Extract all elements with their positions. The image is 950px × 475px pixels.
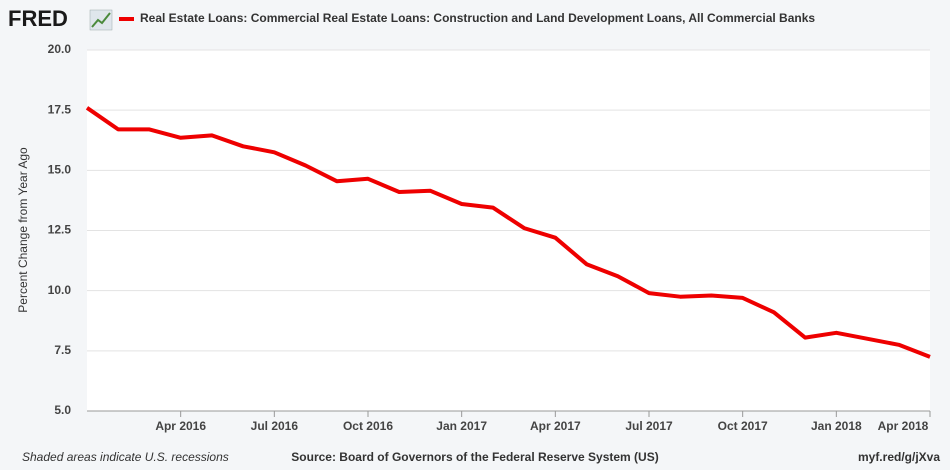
y-tick-label: 5.0 bbox=[54, 403, 71, 417]
y-tick-label: 15.0 bbox=[48, 163, 72, 177]
data-line bbox=[85, 106, 931, 359]
logo-icon bbox=[89, 9, 113, 31]
x-tick-label: Jul 2017 bbox=[625, 419, 673, 433]
y-tick-label: 10.0 bbox=[48, 283, 72, 297]
y-axis-label: Percent Change from Year Ago bbox=[16, 147, 30, 313]
logo: FRED bbox=[8, 6, 68, 31]
y-tick-label: 7.5 bbox=[54, 343, 71, 357]
link: myf.red/g/jXva bbox=[858, 450, 940, 464]
source: Source: Board of Governors of the Federa… bbox=[291, 450, 658, 464]
y-tick-label: 20.0 bbox=[48, 42, 72, 56]
x-tick-label: Jan 2017 bbox=[436, 419, 487, 433]
footer-note: Shaded areas indicate U.S. recessions bbox=[22, 450, 229, 464]
y-tick-label: 12.5 bbox=[48, 223, 72, 237]
x-tick-label: Apr 2018 bbox=[878, 419, 929, 433]
x-tick-label: Jan 2018 bbox=[811, 419, 862, 433]
x-tick-label: Apr 2017 bbox=[530, 419, 581, 433]
x-tick-label: Oct 2017 bbox=[718, 419, 768, 433]
x-tick-label: Oct 2016 bbox=[343, 419, 393, 433]
legend-label: Real Estate Loans: Commercial Real Estat… bbox=[140, 11, 815, 25]
x-tick-label: Apr 2016 bbox=[155, 419, 206, 433]
y-tick-label: 17.5 bbox=[48, 102, 72, 116]
x-tick-label: Jul 2016 bbox=[251, 419, 299, 433]
